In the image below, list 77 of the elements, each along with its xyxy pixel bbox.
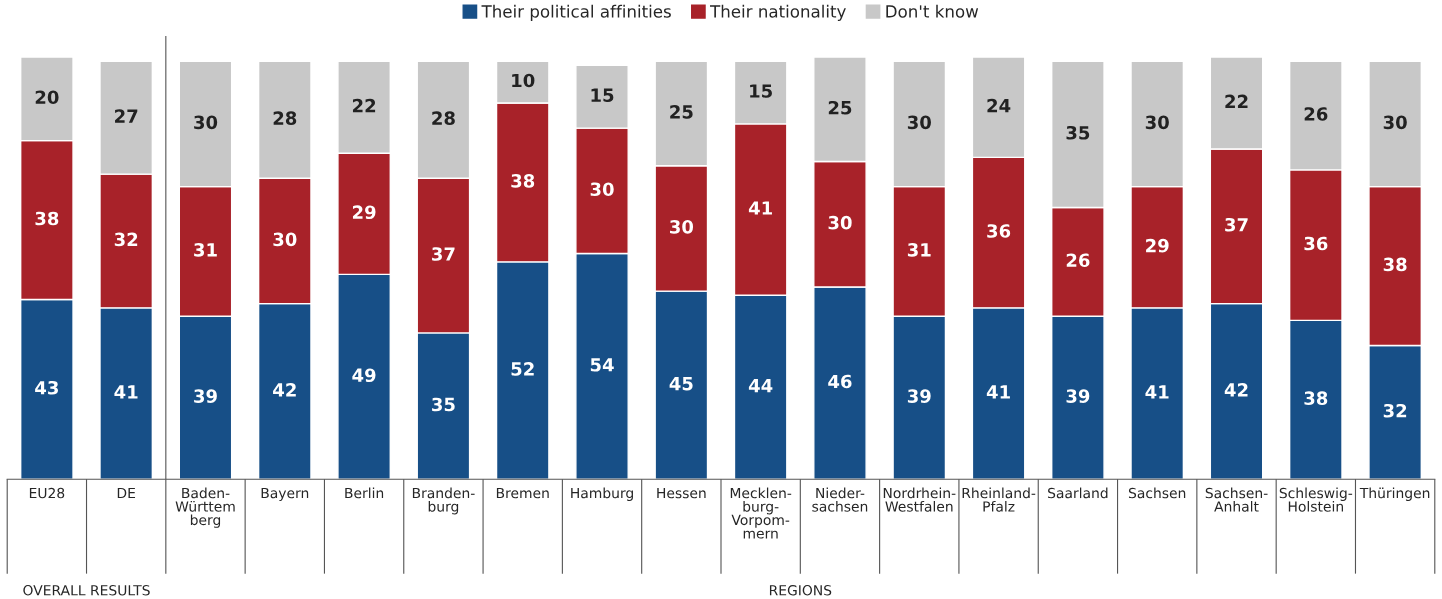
data-label: 37	[1225, 217, 1248, 232]
data-label: 30	[194, 115, 218, 130]
data-label: 45	[669, 376, 693, 391]
data-label: 38	[1304, 391, 1328, 406]
data-label: 25	[670, 105, 693, 119]
data-label: 26	[1066, 253, 1090, 268]
data-label: 36	[987, 224, 1011, 238]
data-label: 35	[432, 397, 455, 412]
data-label: 41	[986, 385, 1010, 399]
data-label: 49	[352, 368, 376, 383]
data-label: 39	[1066, 389, 1090, 403]
x-tick-label: Bayern	[261, 487, 309, 501]
text: REGIONS	[769, 585, 832, 596]
x-tick-label: Rheinland- Pfalz	[962, 487, 1036, 512]
data-label: 25	[828, 100, 852, 115]
data-label: 39	[907, 389, 931, 403]
x-tick-label: Branden- burg	[412, 487, 475, 515]
data-label: 26	[1304, 107, 1328, 121]
text: OVERALL RESULTS	[23, 585, 150, 596]
data-label: 30	[907, 115, 931, 130]
data-label: 32	[1383, 403, 1407, 418]
x-tick-label: Nordrhein- Westfalen	[883, 487, 956, 512]
data-label: 41	[1145, 385, 1169, 399]
x-tick-label: EU28	[29, 487, 65, 499]
data-label: 52	[511, 362, 534, 376]
x-tick-label: Mecklen- burg- Vorpom- mern	[730, 487, 792, 539]
x-tick-label: DE	[117, 487, 136, 499]
data-label: 27	[115, 109, 138, 123]
x-tick-label: Hessen	[657, 487, 706, 499]
data-label: 29	[1146, 238, 1169, 253]
x-tick-label: Berlin	[345, 487, 384, 499]
data-label: 31	[194, 242, 217, 257]
data-label: 15	[591, 88, 614, 102]
data-label: 38	[35, 211, 59, 226]
data-label: 20	[35, 90, 59, 105]
data-label: 36	[1304, 236, 1328, 251]
data-label: 24	[987, 98, 1011, 113]
x-tick-label: Sachsen- Anhalt	[1205, 487, 1268, 512]
data-label: 54	[590, 358, 614, 372]
x-tick-label: Nieder- sachsen	[812, 487, 868, 512]
data-label: 41	[114, 385, 138, 399]
data-label: 31	[907, 242, 931, 257]
legend-label: Don't know	[886, 4, 979, 18]
data-label: 30	[828, 215, 852, 230]
x-tick-label: Saarland	[1048, 487, 1108, 499]
data-label: 42	[1224, 383, 1248, 397]
data-label: 41	[748, 201, 772, 215]
data-label: 35	[1066, 125, 1090, 140]
data-label: 10	[512, 73, 535, 88]
legend-label: Their nationality	[710, 4, 846, 21]
data-label: 38	[511, 174, 535, 188]
x-tick-label: Sachsen	[1128, 487, 1186, 499]
data-label: 43	[35, 380, 58, 395]
data-label: 28	[432, 111, 455, 125]
data-label: 37	[432, 247, 455, 261]
data-label: 30	[669, 220, 694, 234]
x-tick-label: Schleswig- Holstein	[1279, 487, 1353, 512]
data-label: 15	[750, 84, 772, 98]
data-label: 38	[1383, 257, 1407, 272]
data-label: 28	[273, 111, 297, 125]
data-label: 39	[194, 389, 217, 403]
data-label: 22	[1225, 94, 1248, 109]
data-label: 42	[273, 383, 296, 397]
x-tick-label: Hamburg	[571, 487, 633, 501]
x-tick-label: Baden- Württem berg	[175, 487, 235, 528]
data-label: 30	[1145, 115, 1169, 130]
data-label: 46	[828, 374, 852, 389]
data-label: 44	[748, 379, 773, 393]
data-label: 30	[273, 232, 297, 247]
data-label: 22	[352, 98, 376, 113]
data-label: 30	[590, 182, 614, 197]
data-label: 32	[114, 232, 138, 247]
data-label: 30	[1383, 115, 1407, 130]
data-label: 29	[352, 205, 376, 220]
x-tick-label: Thüringen	[1359, 487, 1430, 501]
x-tick-label: Bremen	[496, 487, 549, 499]
legend-label: Their political affinities	[481, 4, 671, 21]
